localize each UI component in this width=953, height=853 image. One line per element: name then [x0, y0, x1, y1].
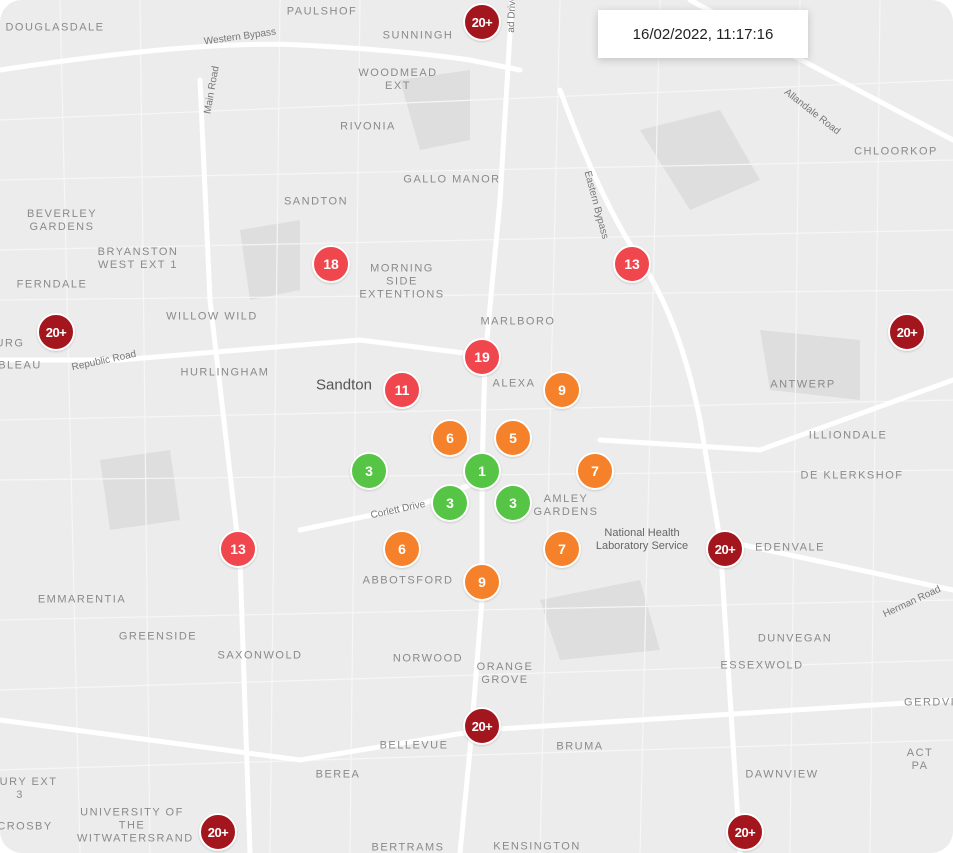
cluster-marker-very-high[interactable]: 20+: [726, 813, 764, 851]
place-label: DOUGLASDALE: [5, 21, 105, 34]
place-label: ORANGE GROVE: [476, 661, 534, 686]
cluster-marker-medium[interactable]: 5: [494, 419, 532, 457]
place-label: GERDVIEW: [904, 696, 953, 709]
place-label: DE KLERKSHOF: [800, 469, 904, 482]
poi-label: National Health Laboratory Service: [595, 527, 689, 552]
place-label: urg: [0, 337, 25, 350]
cluster-marker-medium[interactable]: 9: [543, 371, 581, 409]
place-label: ESSEXWOLD: [720, 659, 804, 672]
place-label: WILLOW WILD: [166, 310, 258, 323]
road-label: ad Drive: [505, 0, 519, 33]
place-label: PAULSHOF: [286, 5, 358, 18]
place-label: TBURY EXT 3: [0, 776, 58, 801]
cluster-marker-low[interactable]: 3: [494, 484, 532, 522]
place-label: EMMARENTIA: [37, 593, 127, 606]
place-label: CROSBY: [0, 820, 53, 833]
timestamp-overlay: 16/02/2022, 11:17:16: [598, 10, 808, 58]
place-label: DUNVEGAN: [757, 632, 833, 645]
place-label: MARLBORO: [480, 315, 556, 328]
place-label: BEVERLEY GARDENS: [26, 208, 98, 233]
place-label: BRUMA: [556, 740, 604, 753]
place-label: ALEXA: [492, 377, 536, 390]
place-label: Sandton: [316, 376, 372, 394]
cluster-marker-very-high[interactable]: 20+: [199, 813, 237, 851]
cluster-marker-low[interactable]: 3: [350, 452, 388, 490]
cluster-marker-high[interactable]: 13: [613, 245, 651, 283]
place-label: ABBOTSFORD: [362, 574, 454, 587]
place-label: HURLINGHAM: [180, 366, 270, 379]
cluster-marker-high[interactable]: 19: [463, 338, 501, 376]
place-label: ILLIONDALE: [808, 429, 888, 442]
cluster-marker-low[interactable]: 1: [463, 452, 501, 490]
place-label: ANTWERP: [770, 378, 836, 391]
cluster-marker-medium[interactable]: 7: [543, 530, 581, 568]
place-label: BRYANSTON WEST EXT 1: [97, 246, 179, 271]
cluster-marker-low[interactable]: 3: [431, 484, 469, 522]
cluster-marker-high[interactable]: 11: [383, 371, 421, 409]
place-label: BEREA: [315, 768, 361, 781]
cluster-marker-medium[interactable]: 6: [383, 530, 421, 568]
place-label: CHLOORKOP: [854, 145, 938, 158]
place-label: WOODMEAD EXT: [358, 67, 438, 92]
place-label: MORNING SIDE EXTENTIONS: [359, 262, 445, 301]
place-label: ACT PA: [906, 747, 934, 772]
cluster-marker-very-high[interactable]: 20+: [706, 530, 744, 568]
cluster-marker-medium[interactable]: 9: [463, 563, 501, 601]
place-label: AMLEY GARDENS: [533, 493, 599, 518]
cluster-marker-very-high[interactable]: 20+: [37, 313, 75, 351]
place-label: GALLO MANOR: [403, 173, 501, 186]
place-label: BLEAU: [0, 359, 42, 372]
cluster-marker-very-high[interactable]: 20+: [463, 707, 501, 745]
place-label: BELLEVUE: [379, 739, 449, 752]
place-label: SUNNINGH: [382, 29, 454, 42]
cluster-marker-high[interactable]: 13: [219, 530, 257, 568]
cluster-marker-medium[interactable]: 6: [431, 419, 469, 457]
place-label: NORWOOD: [392, 652, 464, 665]
place-label: SANDTON: [283, 195, 349, 208]
place-label: BERTRAMS: [371, 841, 445, 853]
place-label: SAXONWOLD: [217, 649, 303, 662]
place-label: GREENSIDE: [118, 630, 198, 643]
place-label: FERNDALE: [16, 278, 88, 291]
cluster-marker-very-high[interactable]: 20+: [888, 313, 926, 351]
place-label: University of the Witwatersrand: [77, 806, 194, 845]
place-label: EDENVALE: [755, 541, 825, 554]
place-label: KENSINGTON: [493, 840, 581, 853]
cluster-marker-high[interactable]: 18: [312, 245, 350, 283]
cluster-marker-very-high[interactable]: 20+: [463, 3, 501, 41]
place-label: RIVONIA: [340, 120, 396, 133]
cluster-marker-medium[interactable]: 7: [576, 452, 614, 490]
place-label: DAWNVIEW: [745, 768, 819, 781]
